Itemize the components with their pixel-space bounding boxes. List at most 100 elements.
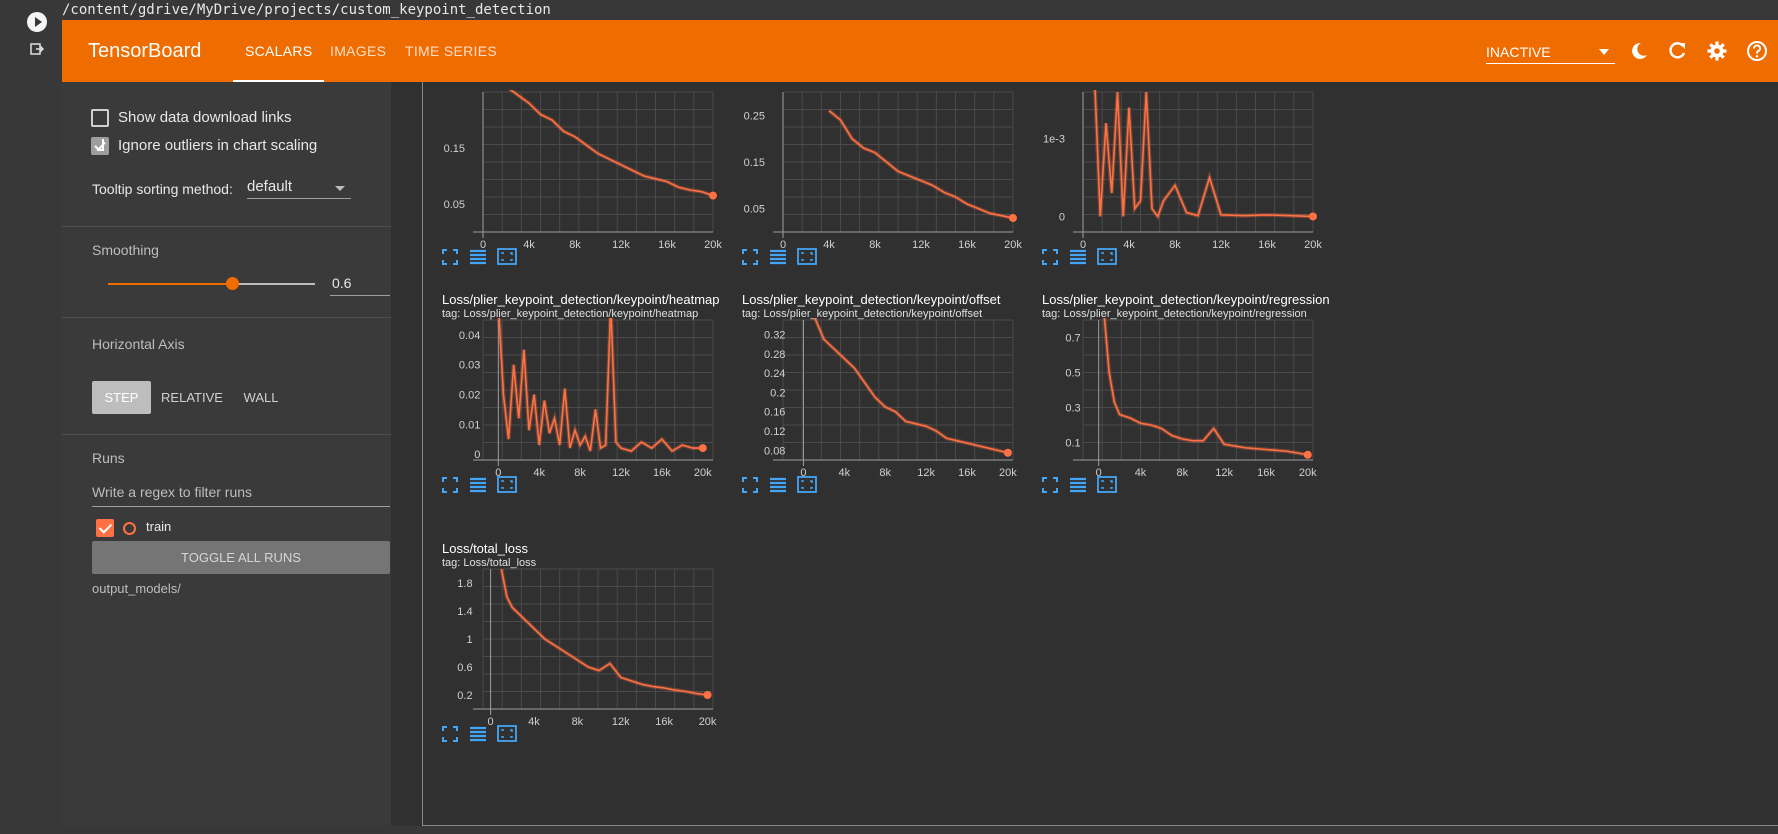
y-tick-label: 0.6 bbox=[457, 662, 472, 674]
chart-card-total-loss: Loss/total_loss tag: Loss/total_loss 0 4k… bbox=[423, 541, 723, 809]
fit-domain-icon-corners bbox=[801, 480, 813, 489]
axis-relative-button[interactable]: RELATIVE bbox=[161, 390, 223, 405]
y-tick-label: 0.04 bbox=[459, 330, 480, 342]
divider bbox=[62, 317, 391, 318]
series-last-point bbox=[698, 444, 707, 453]
reload-status-value: INACTIVE bbox=[1486, 44, 1551, 60]
fit-domain-icon-corners bbox=[801, 252, 813, 261]
ignore-outliers-label: Ignore outliers in chart scaling bbox=[118, 137, 318, 154]
runs-filter-input[interactable]: Write a regex to filter runs bbox=[92, 479, 390, 507]
fit-domain-icon[interactable] bbox=[497, 725, 517, 742]
series-last-point bbox=[703, 691, 712, 699]
y-tick-label: 0.03 bbox=[459, 360, 480, 372]
chart-title: Loss/plier_keypoint_detection/keypoint/h… bbox=[442, 292, 720, 307]
fit-domain-icon[interactable] bbox=[497, 476, 517, 493]
y-tick-label: 0.25 bbox=[744, 110, 765, 122]
y-tick-label: 1 bbox=[466, 634, 472, 646]
y-tick-label: 0.16 bbox=[764, 407, 785, 419]
tooltip-sorting-select[interactable]: default bbox=[247, 177, 351, 199]
x-tick-label: 16k bbox=[658, 239, 676, 251]
smoothing-input[interactable]: 0.6 bbox=[330, 270, 390, 296]
run-color-swatch[interactable] bbox=[123, 522, 136, 535]
fullscreen-icon[interactable] bbox=[442, 477, 458, 493]
x-tick-label: 8k bbox=[569, 239, 581, 251]
tab-images[interactable]: IMAGES bbox=[330, 43, 387, 59]
fullscreen-icon[interactable] bbox=[442, 726, 458, 742]
brand-title: TensorBoard bbox=[88, 40, 202, 62]
fullscreen-icon[interactable] bbox=[442, 249, 458, 265]
series-last-point bbox=[1009, 214, 1017, 222]
chart-card-offset: Loss/plier_keypoint_detection/keypoint/o… bbox=[723, 292, 1023, 560]
fit-domain-icon-frame bbox=[497, 248, 517, 265]
run-train-checkbox[interactable] bbox=[96, 519, 114, 537]
chart-card-regression: Loss/plier_keypoint_detection/keypoint/r… bbox=[1023, 292, 1330, 560]
sidebar: Show data download links Ignore outliers… bbox=[62, 82, 391, 826]
x-tick-label: 8k bbox=[1169, 239, 1181, 251]
chart-card-heatmap: Loss/plier_keypoint_detection/keypoint/h… bbox=[423, 292, 723, 560]
smoothing-slider-thumb[interactable] bbox=[226, 277, 240, 290]
y-tick-label: 0.08 bbox=[764, 445, 785, 457]
series-raw-line bbox=[812, 318, 1009, 455]
show-download-links-label: Show data download links bbox=[118, 109, 292, 126]
fit-domain-icon[interactable] bbox=[1097, 248, 1117, 265]
data-table-icon-shape bbox=[770, 249, 786, 265]
data-table-icon[interactable] bbox=[1070, 477, 1086, 493]
fullscreen-icon[interactable] bbox=[742, 477, 758, 493]
data-table-icon[interactable] bbox=[1070, 249, 1086, 265]
divider bbox=[62, 226, 391, 227]
series-line bbox=[509, 90, 713, 197]
x-tick-label: 20k bbox=[699, 716, 717, 728]
series-last-point bbox=[1309, 212, 1317, 221]
data-table-icon[interactable] bbox=[770, 249, 786, 265]
x-tick-label: 16k bbox=[958, 239, 976, 251]
help-icon[interactable] bbox=[1746, 40, 1768, 62]
axis-wall-button[interactable]: WALL bbox=[243, 390, 279, 405]
chevron-down-icon bbox=[1599, 49, 1609, 55]
axis-step-button[interactable]: STEP bbox=[92, 381, 151, 414]
fullscreen-icon[interactable] bbox=[742, 249, 758, 265]
show-download-links-checkbox[interactable] bbox=[91, 109, 109, 127]
fit-domain-icon[interactable] bbox=[797, 476, 817, 493]
chart-tag: tag: Loss/total_loss bbox=[442, 557, 537, 569]
y-tick-label: 0.3 bbox=[1065, 403, 1080, 415]
settings-icon[interactable] bbox=[1706, 40, 1728, 62]
fullscreen-icon[interactable] bbox=[1042, 249, 1058, 265]
data-table-icon[interactable] bbox=[470, 726, 486, 742]
fullscreen-icon[interactable] bbox=[1042, 477, 1058, 493]
x-tick-label: 0 bbox=[495, 467, 501, 479]
x-tick-label: 12k bbox=[1212, 239, 1230, 251]
fullscreen-icon-shape bbox=[442, 249, 458, 265]
top-app-bar: TensorBoard SCALARS IMAGES TIME SERIES I… bbox=[62, 20, 1778, 82]
fit-domain-icon[interactable] bbox=[1097, 476, 1117, 493]
data-table-icon-shape bbox=[1070, 249, 1086, 265]
series-last-point bbox=[1003, 448, 1012, 457]
y-tick-label: 0.1 bbox=[1065, 438, 1080, 450]
x-tick-label: 0 bbox=[480, 239, 486, 251]
play-icon[interactable] bbox=[27, 12, 47, 32]
fit-domain-icon-corners bbox=[1101, 252, 1113, 261]
toggle-all-runs-button[interactable]: TOGGLE ALL RUNS bbox=[92, 541, 390, 574]
tab-scalars[interactable]: SCALARS bbox=[233, 20, 325, 82]
tab-time-series[interactable]: TIME SERIES bbox=[405, 43, 497, 59]
y-tick-label: 0.02 bbox=[459, 389, 480, 401]
y-tick-label: 0.15 bbox=[744, 157, 765, 169]
tooltip-sorting-value: default bbox=[247, 178, 293, 195]
smoothing-slider[interactable] bbox=[108, 277, 315, 290]
x-tick-label: 4k bbox=[533, 467, 545, 479]
x-tick-label: 20k bbox=[1299, 467, 1317, 479]
data-table-icon[interactable] bbox=[770, 477, 786, 493]
dark-mode-icon[interactable] bbox=[1628, 40, 1650, 62]
output-menu-icon[interactable] bbox=[30, 42, 44, 56]
fit-domain-icon[interactable] bbox=[797, 248, 817, 265]
x-tick-label: 4k bbox=[1123, 239, 1135, 251]
series-raw-line bbox=[499, 568, 708, 697]
fit-domain-icon[interactable] bbox=[497, 248, 517, 265]
series-last-point bbox=[1303, 450, 1312, 459]
refresh-icon[interactable] bbox=[1666, 40, 1688, 62]
chart-plot: 0 4k 8k 12k 16k 20k 0.04 0.03 0.02 0.01 0 bbox=[442, 318, 714, 493]
x-tick-label: 8k bbox=[574, 467, 586, 479]
data-table-icon[interactable] bbox=[470, 249, 486, 265]
chart-plot: 0 4k 8k 12k 16k 20k 0.15 0.05 bbox=[442, 90, 722, 265]
data-table-icon[interactable] bbox=[470, 477, 486, 493]
reload-status-select[interactable]: INACTIVE bbox=[1486, 40, 1615, 64]
